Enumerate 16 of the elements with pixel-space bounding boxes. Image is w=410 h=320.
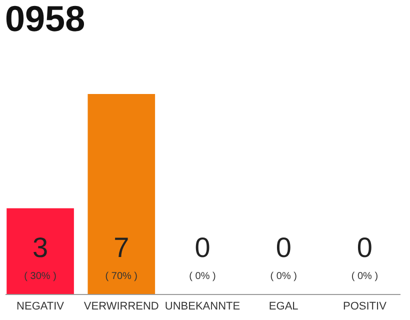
data-label: 0 — [356, 232, 373, 263]
x-tick-label: POSITIV — [343, 300, 388, 312]
data-label: 3 — [32, 232, 48, 263]
chart-title: 0958 — [5, 0, 86, 39]
annotation: ( 0% ) — [189, 271, 216, 282]
x-tick-label: EGAL — [268, 300, 298, 312]
data-label: 7 — [114, 232, 130, 263]
data-label: 0 — [194, 232, 210, 263]
x-tick-label: VERWIRREND — [84, 300, 159, 312]
annotation: ( 0% ) — [351, 271, 378, 282]
annotation: ( 70% ) — [105, 271, 138, 282]
x-tick-label: NEGATIV — [16, 300, 65, 312]
annotation: ( 30% ) — [24, 271, 56, 282]
data-label: 0 — [276, 232, 292, 263]
x-tick-label: UNBEKANNTE — [164, 300, 240, 312]
annotation: ( 0% ) — [270, 271, 297, 282]
